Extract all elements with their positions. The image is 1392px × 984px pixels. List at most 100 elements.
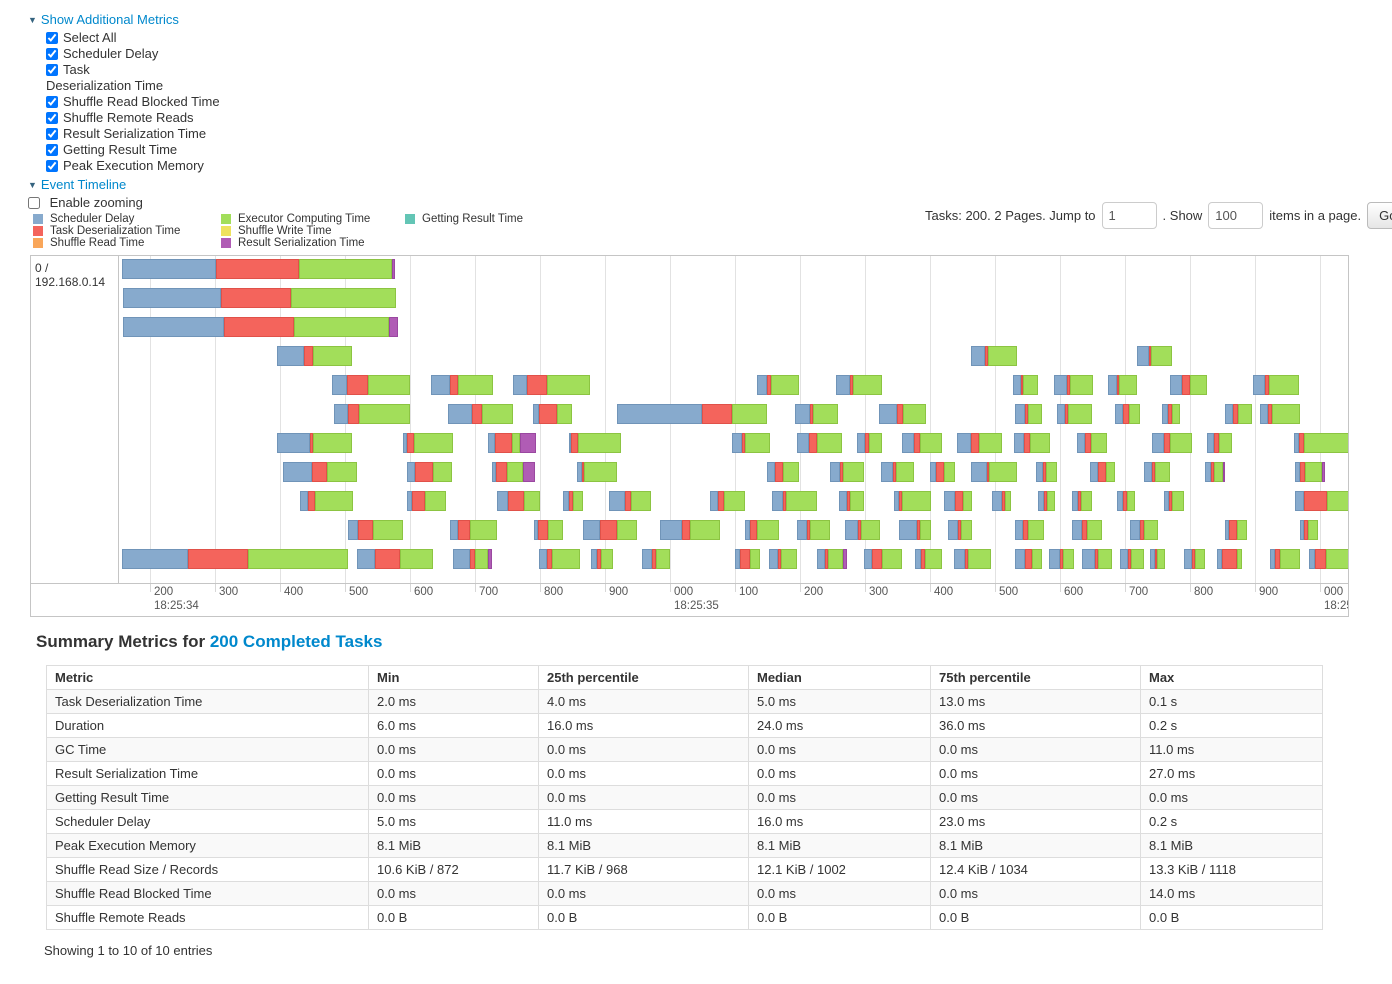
task-bar[interactable]: [957, 433, 1002, 453]
task-bar[interactable]: [899, 520, 931, 540]
task-bar[interactable]: [1013, 375, 1038, 395]
task-bar[interactable]: [609, 491, 651, 511]
task-bar[interactable]: [1217, 549, 1242, 569]
task-bar[interactable]: [1300, 520, 1318, 540]
task-bar[interactable]: [795, 404, 838, 424]
task-bar[interactable]: [1015, 404, 1042, 424]
task-bar[interactable]: [277, 346, 352, 366]
metric-checkbox-peak-execution-memory[interactable]: [46, 160, 58, 172]
task-bar[interactable]: [407, 491, 446, 511]
task-bar[interactable]: [534, 520, 563, 540]
task-bar[interactable]: [1205, 462, 1225, 482]
task-bar[interactable]: [591, 549, 613, 569]
task-bar[interactable]: [407, 462, 452, 482]
task-bar[interactable]: [757, 375, 799, 395]
metric-checkbox-shuffle-read-blocked-time[interactable]: [46, 96, 58, 108]
task-bar[interactable]: [1144, 462, 1170, 482]
task-bar[interactable]: [1014, 433, 1050, 453]
task-bar[interactable]: [123, 317, 398, 337]
completed-tasks-link[interactable]: 200 Completed Tasks: [209, 632, 383, 651]
task-bar[interactable]: [772, 491, 817, 511]
task-bar[interactable]: [1184, 549, 1205, 569]
metric-checkbox-shuffle-remote-reads[interactable]: [46, 112, 58, 124]
task-bar[interactable]: [617, 404, 767, 424]
task-bar[interactable]: [954, 549, 991, 569]
task-bar[interactable]: [1049, 549, 1074, 569]
task-bar[interactable]: [300, 491, 353, 511]
task-bar[interactable]: [539, 549, 580, 569]
task-bar[interactable]: [1253, 375, 1299, 395]
task-bar[interactable]: [334, 404, 410, 424]
task-bar[interactable]: [769, 549, 797, 569]
metric-checkbox-task-deserialization-time[interactable]: [46, 64, 58, 76]
task-bar[interactable]: [864, 549, 902, 569]
metric-checkbox-result-serialization-time[interactable]: [46, 128, 58, 140]
task-bar[interactable]: [1260, 404, 1300, 424]
task-bar[interactable]: [797, 433, 842, 453]
task-bar[interactable]: [930, 462, 955, 482]
task-bar[interactable]: [492, 462, 535, 482]
task-bar[interactable]: [845, 520, 880, 540]
task-bar[interactable]: [1225, 404, 1252, 424]
go-button[interactable]: Go: [1367, 201, 1392, 229]
task-bar[interactable]: [122, 259, 395, 279]
metric-option-scheduler-delay[interactable]: Scheduler Delay: [46, 46, 220, 62]
task-bar[interactable]: [1090, 462, 1115, 482]
task-bar[interactable]: [660, 520, 720, 540]
task-bar[interactable]: [577, 462, 617, 482]
task-bar[interactable]: [450, 520, 497, 540]
task-bar[interactable]: [453, 549, 492, 569]
show-additional-metrics-link[interactable]: ▼ Show Additional Metrics: [28, 12, 220, 27]
task-bar[interactable]: [732, 433, 770, 453]
metric-option-select-all[interactable]: Select All: [46, 30, 220, 46]
task-bar[interactable]: [1117, 491, 1135, 511]
task-bar[interactable]: [894, 491, 931, 511]
task-bar[interactable]: [277, 433, 352, 453]
task-bar[interactable]: [745, 520, 779, 540]
task-bar[interactable]: [1015, 520, 1044, 540]
task-bar[interactable]: [1072, 491, 1092, 511]
metric-option-peak-execution-memory[interactable]: Peak Execution Memory: [46, 158, 220, 174]
metric-option-result-serialization-time[interactable]: Result Serialization Time: [46, 126, 220, 142]
metric-checkbox-getting-result-time[interactable]: [46, 144, 58, 156]
task-bar[interactable]: [735, 549, 760, 569]
task-bar[interactable]: [1077, 433, 1107, 453]
task-bar[interactable]: [915, 549, 942, 569]
task-bar[interactable]: [836, 375, 882, 395]
task-bar[interactable]: [348, 520, 403, 540]
task-bar[interactable]: [122, 549, 348, 569]
metric-checkbox-select-all[interactable]: [46, 32, 58, 44]
task-bar[interactable]: [1270, 549, 1300, 569]
task-bar[interactable]: [1120, 549, 1144, 569]
event-timeline-link[interactable]: ▼ Event Timeline: [28, 177, 220, 192]
task-bar[interactable]: [1015, 549, 1042, 569]
metric-option-shuffle-read-blocked-time[interactable]: Shuffle Read Blocked Time: [46, 94, 220, 110]
task-bar[interactable]: [513, 375, 590, 395]
task-bar[interactable]: [1152, 433, 1192, 453]
enable-zooming-checkbox[interactable]: [28, 197, 40, 209]
task-bar[interactable]: [1082, 549, 1112, 569]
task-bar[interactable]: [563, 491, 583, 511]
task-bar[interactable]: [1309, 549, 1348, 569]
task-bar[interactable]: [1036, 462, 1057, 482]
task-bar[interactable]: [1057, 404, 1092, 424]
task-bar[interactable]: [879, 404, 926, 424]
task-bar[interactable]: [1170, 375, 1207, 395]
task-bar[interactable]: [948, 520, 972, 540]
items-per-page-input[interactable]: [1208, 201, 1264, 229]
task-bar[interactable]: [488, 433, 536, 453]
task-bar[interactable]: [1130, 520, 1158, 540]
task-bar[interactable]: [1115, 404, 1140, 424]
task-bar[interactable]: [403, 433, 453, 453]
task-bar[interactable]: [767, 462, 799, 482]
metric-checkbox-scheduler-delay[interactable]: [46, 48, 58, 60]
jump-to-page-input[interactable]: [1101, 201, 1157, 229]
task-bar[interactable]: [830, 462, 864, 482]
task-bar[interactable]: [1295, 491, 1348, 511]
metric-option-task-deserialization-time[interactable]: Task Deserialization Time: [46, 62, 168, 94]
task-bar[interactable]: [1294, 433, 1348, 453]
metric-option-getting-result-time[interactable]: Getting Result Time: [46, 142, 220, 158]
task-bar[interactable]: [1072, 520, 1102, 540]
task-bar[interactable]: [1108, 375, 1137, 395]
task-bar[interactable]: [817, 549, 847, 569]
